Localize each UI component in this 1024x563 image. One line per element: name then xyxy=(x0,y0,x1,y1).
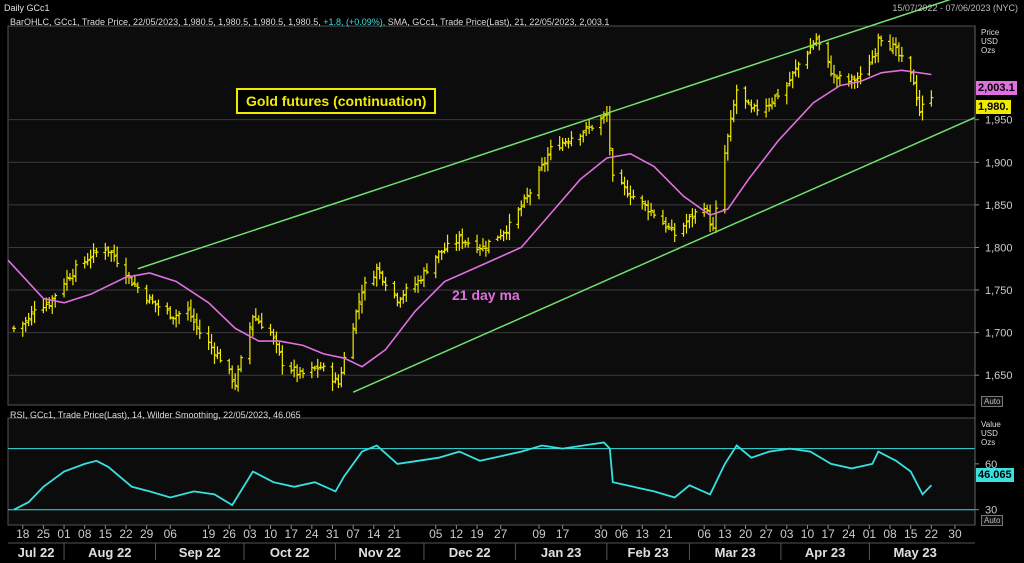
x-day-label: 12 xyxy=(450,527,464,541)
x-day-label: 10 xyxy=(264,527,278,541)
x-day-label: 22 xyxy=(925,527,939,541)
x-day-label: 25 xyxy=(37,527,51,541)
x-day-label: 06 xyxy=(698,527,712,541)
x-month-label: Dec 22 xyxy=(449,545,491,560)
change-legend: +1.8, (+0.09%), xyxy=(323,17,386,27)
x-day-label: 14 xyxy=(367,527,381,541)
price-tick-label: 1,850 xyxy=(985,200,1013,212)
x-day-label: 09 xyxy=(532,527,546,541)
x-day-label: 13 xyxy=(636,527,650,541)
price-tick-label: 1,950 xyxy=(985,115,1013,127)
x-day-label: 06 xyxy=(615,527,629,541)
price-tick-label: 1,700 xyxy=(985,328,1013,340)
x-day-label: 03 xyxy=(243,527,257,541)
x-day-label: 15 xyxy=(99,527,113,541)
price-plot xyxy=(7,0,976,393)
rsi-line xyxy=(13,441,933,511)
price-legend: BarOHLC, GCc1, Trade Price, 22/05/2023, … xyxy=(10,17,609,27)
x-day-label: 22 xyxy=(119,527,133,541)
rsi-plot xyxy=(8,441,975,511)
x-day-label: 30 xyxy=(594,527,608,541)
x-month-label: Aug 22 xyxy=(88,545,131,560)
x-day-label: 27 xyxy=(759,527,773,541)
rsi-legend: RSI, GCc1, Trade Price(Last), 14, Wilder… xyxy=(10,410,301,420)
x-day-label: 19 xyxy=(202,527,216,541)
sma-21-line xyxy=(7,69,932,368)
x-day-label: 17 xyxy=(285,527,299,541)
x-day-label: 21 xyxy=(659,527,673,541)
ma-annotation: 21 day ma xyxy=(452,287,520,303)
x-day-label: 10 xyxy=(801,527,815,541)
x-day-label: 01 xyxy=(57,527,71,541)
x-day-label: 26 xyxy=(223,527,237,541)
x-day-label: 31 xyxy=(326,527,340,541)
x-day-label: 29 xyxy=(140,527,154,541)
grid-lines xyxy=(7,25,976,526)
x-month-label: Sep 22 xyxy=(179,545,221,560)
x-day-label: 30 xyxy=(948,527,962,541)
x-day-label: 17 xyxy=(821,527,835,541)
rsi-unit-label: Value USD Ozs xyxy=(981,420,1001,447)
x-day-label: 17 xyxy=(556,527,570,541)
channel-lower-line xyxy=(352,116,976,393)
rsi-panel xyxy=(7,417,976,526)
x-month-label: Mar 23 xyxy=(715,545,756,560)
x-day-label: 20 xyxy=(739,527,753,541)
x-month-label: Jan 23 xyxy=(541,545,581,560)
price-panel xyxy=(7,25,976,406)
x-day-label: 07 xyxy=(346,527,360,541)
x-day-label: 06 xyxy=(164,527,178,541)
x-day-label: 01 xyxy=(863,527,877,541)
x-month-label: May 23 xyxy=(893,545,936,560)
axes: 1,650 1,700 1,750 1,800 1,850 1,900 1,950 30 60 1… xyxy=(8,26,1013,560)
date-range: 15/07/2022 - 07/06/2023 (NYC) xyxy=(892,3,1018,13)
x-day-label: 13 xyxy=(718,527,732,541)
price-value-tag: 1,980. xyxy=(976,100,1011,114)
rsi-tick-label: 30 xyxy=(985,505,997,517)
rsi-tick-label: 60 xyxy=(985,459,997,471)
x-day-label: 05 xyxy=(429,527,443,541)
x-month-label: Feb 23 xyxy=(628,545,669,560)
rsi-value-tag: 46.065 xyxy=(976,468,1014,482)
rsi-auto-scale-button[interactable]: Auto xyxy=(981,515,1004,526)
x-day-label: 08 xyxy=(883,527,897,541)
price-tick-label: 1,750 xyxy=(985,285,1013,297)
price-auto-scale-button[interactable]: Auto xyxy=(981,396,1004,407)
x-day-label: 21 xyxy=(388,527,402,541)
x-day-label: 08 xyxy=(78,527,92,541)
price-unit-label: Price USD Ozs xyxy=(981,28,1000,55)
x-day-label: 18 xyxy=(16,527,30,541)
x-day-label: 19 xyxy=(470,527,484,541)
price-tick-label: 1,900 xyxy=(985,157,1013,169)
sma-legend: SMA, GCc1, Trade Price(Last), 21, 22/05/… xyxy=(387,17,610,27)
x-month-label: Oct 22 xyxy=(270,545,310,560)
x-day-label: 24 xyxy=(305,527,319,541)
channel-upper-line xyxy=(137,0,952,270)
x-month-label: Apr 23 xyxy=(805,545,845,560)
sma-value-tag: 2,003.1 xyxy=(976,81,1017,95)
chart-title-annotation: Gold futures (continuation) xyxy=(236,88,437,114)
x-day-label: 24 xyxy=(842,527,856,541)
x-month-label: Jul 22 xyxy=(18,545,55,560)
x-day-label: 15 xyxy=(904,527,918,541)
bar-legend: BarOHLC, GCc1, Trade Price, 22/05/2023, … xyxy=(10,17,321,27)
x-day-label: 27 xyxy=(494,527,508,541)
price-tick-label: 1,650 xyxy=(985,370,1013,382)
window-title: Daily GCc1 xyxy=(4,3,50,13)
x-month-label: Nov 22 xyxy=(358,545,401,560)
price-tick-label: 1,800 xyxy=(985,242,1013,254)
x-day-label: 03 xyxy=(780,527,794,541)
